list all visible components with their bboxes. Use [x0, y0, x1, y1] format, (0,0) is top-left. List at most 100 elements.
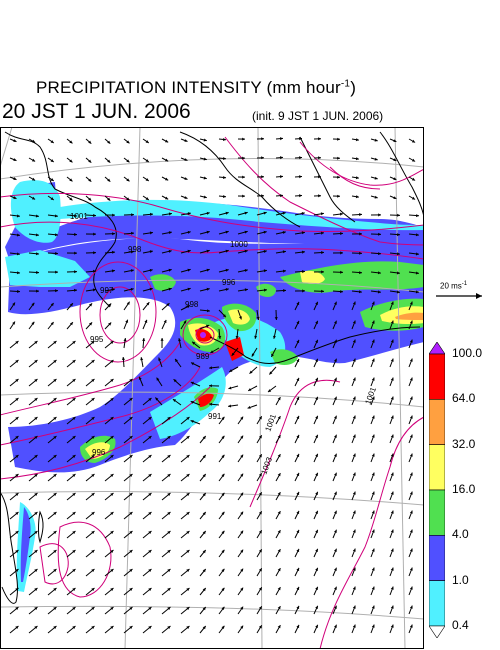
- wind-arrowhead: [371, 396, 375, 400]
- wind-arrowhead: [296, 491, 300, 496]
- wind-arrowhead: [280, 175, 283, 179]
- precipitation-map: 1001 998 1000 997 998 996 995 989 991 99…: [0, 127, 424, 649]
- wind-arrowhead: [34, 550, 38, 553]
- valid-time: 20 JST 1 JUN. 2006: [2, 100, 191, 123]
- wind-arrowhead: [277, 549, 281, 553]
- wind-arrowhead: [72, 398, 76, 401]
- wind-arrowhead: [186, 417, 190, 420]
- wind-arrowhead: [258, 549, 262, 553]
- wind-arrowhead: [334, 453, 337, 457]
- wind-arrowhead: [50, 303, 54, 307]
- wind-arrowhead: [355, 195, 359, 199]
- wind-arrowhead: [352, 320, 356, 324]
- wind-arrowhead: [221, 549, 225, 553]
- wind-arrowhead: [283, 289, 286, 293]
- wind-arrowhead: [167, 569, 171, 572]
- wind-arrowhead: [277, 587, 281, 591]
- wind-arrowhead: [209, 402, 212, 406]
- wind-arrowhead: [334, 472, 337, 476]
- isobar-label: 991: [208, 412, 222, 421]
- wind-arrowhead: [34, 398, 38, 401]
- wind-arrowhead: [221, 568, 225, 572]
- wind-arrowhead: [167, 607, 171, 610]
- wind-arrowhead: [225, 268, 229, 272]
- wind-arrowhead: [107, 197, 111, 201]
- wind-arrowhead: [240, 625, 244, 629]
- wind-arrowhead: [371, 605, 375, 609]
- wind-arrowhead: [31, 177, 36, 181]
- wind-arrowhead: [415, 252, 419, 256]
- wind-arrowhead: [277, 492, 281, 496]
- wind-arrowhead: [50, 159, 54, 162]
- wind-arrowhead: [72, 626, 76, 629]
- wind-arrowhead: [202, 531, 206, 535]
- wind-arrowhead: [15, 550, 19, 553]
- wind-arrowhead: [15, 588, 19, 591]
- wind-arrowhead: [390, 377, 394, 381]
- wind-arrowhead: [280, 137, 283, 141]
- wind-arrowhead: [186, 569, 190, 572]
- wind-arrowhead: [359, 213, 362, 217]
- wind-arrowhead: [15, 360, 19, 363]
- wind-arrowhead: [148, 569, 152, 572]
- wind-arrowhead: [53, 588, 57, 591]
- wind-arrowhead: [53, 512, 57, 515]
- wind-arrowhead: [320, 212, 324, 216]
- colorbar-segment: [429, 489, 445, 536]
- wind-arrowhead: [244, 269, 248, 272]
- wind-arrowhead: [409, 434, 413, 438]
- wind-arrowhead: [110, 588, 114, 591]
- wind-arrowhead: [203, 138, 207, 142]
- wind-arrowhead: [296, 301, 300, 306]
- wind-arrowhead: [15, 569, 19, 572]
- wind-arrowhead: [191, 362, 195, 366]
- wind-arrowhead: [163, 319, 167, 324]
- wind-arrowhead: [53, 455, 57, 458]
- wind-arrowhead: [371, 624, 375, 628]
- wind-arrowhead: [129, 398, 133, 401]
- wind-arrowhead: [221, 473, 225, 477]
- wind-arrowhead: [296, 358, 300, 363]
- wind-arrowhead: [93, 269, 96, 273]
- wind-arrowhead: [355, 176, 359, 180]
- wind-arrowhead: [129, 455, 133, 458]
- wind-arrowhead: [202, 474, 206, 478]
- wind-arrowhead: [72, 417, 76, 420]
- wind-arrowhead: [277, 435, 281, 439]
- wind-arrowhead: [334, 377, 337, 381]
- colorbar-segment: [429, 342, 445, 355]
- wind-arrowhead: [72, 493, 76, 496]
- wind-arrowhead: [409, 491, 413, 495]
- wind-arrowhead: [129, 607, 133, 610]
- wind-arrowhead: [352, 339, 356, 343]
- wind-arrowhead: [409, 529, 413, 533]
- wind-arrowhead: [352, 453, 356, 457]
- wind-arrowhead: [53, 341, 57, 344]
- wind-arrowhead: [352, 415, 356, 419]
- wind-arrowhead: [110, 493, 114, 496]
- wind-arrowhead: [55, 270, 58, 274]
- wind-arrowhead: [393, 196, 397, 199]
- wind-arrowhead: [16, 233, 20, 237]
- wind-arrowhead: [184, 139, 188, 142]
- wind-arrowhead: [409, 358, 413, 362]
- wind-arrowhead: [277, 454, 281, 458]
- wind-arrowhead: [166, 303, 170, 307]
- wind-arrowhead: [34, 626, 38, 629]
- wind-arrowhead: [53, 417, 57, 420]
- wind-arrowhead: [390, 510, 394, 514]
- wind-arrowhead: [186, 436, 190, 439]
- wind-arrowhead: [112, 213, 115, 217]
- wind-arrowhead: [167, 474, 171, 477]
- wind-arrowhead: [108, 322, 112, 326]
- wind-arrowhead: [129, 588, 133, 591]
- wind-arrowhead: [355, 157, 359, 161]
- wind-arrowhead: [409, 605, 413, 609]
- wind-arrowhead: [31, 321, 35, 325]
- wind-arrowhead: [12, 302, 15, 306]
- wind-arrowhead: [340, 290, 343, 294]
- colorbar-segment: [429, 444, 445, 491]
- wind-arrowhead: [148, 512, 152, 515]
- wind-arrowhead: [129, 379, 133, 382]
- wind-arrowhead: [53, 531, 57, 534]
